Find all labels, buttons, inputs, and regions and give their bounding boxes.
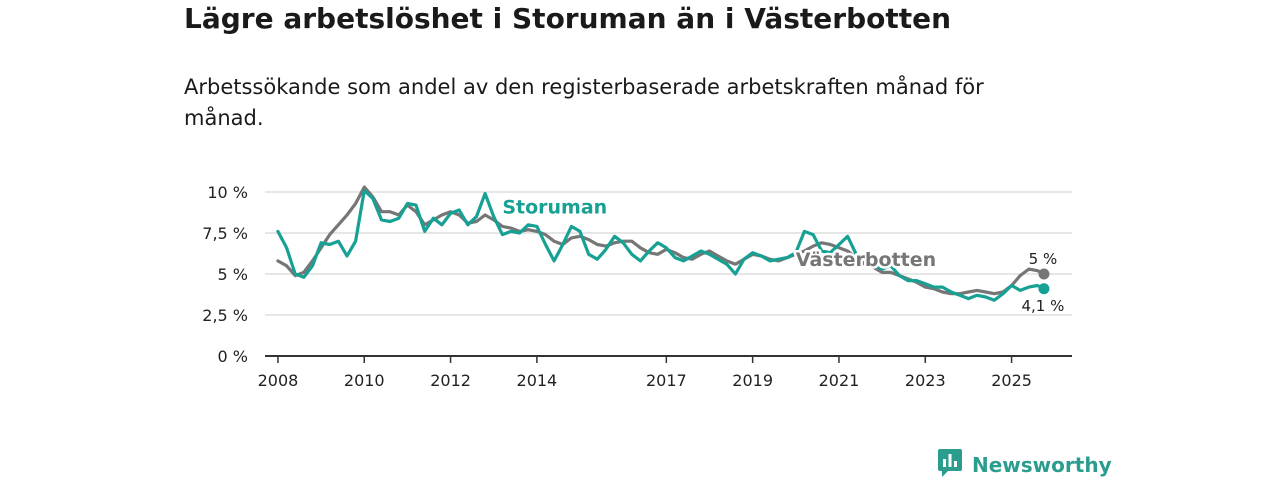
x-tick-label: 2012 [430, 371, 471, 390]
series-labels: 5 % 4,1 % Storuman Västerbotten [500, 194, 1065, 315]
x-tick-label: 2019 [732, 371, 773, 390]
gridlines [265, 191, 1072, 316]
newsworthy-brand-text: Newsworthy [972, 453, 1112, 477]
y-tick-label: 2,5 % [202, 306, 248, 325]
series-label-vasterbotten: Västerbotten [796, 249, 936, 271]
chart-subtitle: Arbetssökande som andel av den registerb… [184, 75, 984, 130]
x-tick-label: 2017 [646, 371, 687, 390]
x-tick-label: 2014 [517, 371, 558, 390]
series-line-storuman [276, 188, 1046, 302]
x-tick-label: 2023 [905, 371, 946, 390]
chart-title: Lägre arbetslöshet i Storuman än i Väste… [184, 2, 952, 35]
x-axis-ticks: 2008 2010 2012 2014 2017 2019 2021 2023 2025 [258, 356, 1032, 390]
series-end-dot-storuman [1038, 283, 1050, 295]
y-tick-label: 7,5 % [202, 224, 248, 243]
end-label-vasterbotten: 5 % [1029, 250, 1058, 268]
y-tick-label: 10 % [207, 183, 248, 202]
x-tick-label: 2025 [991, 371, 1032, 390]
y-tick-label: 5 % [218, 265, 248, 284]
newsworthy-brand[interactable]: Newsworthy [937, 448, 1112, 482]
x-tick-label: 2010 [344, 371, 385, 390]
x-tick-label: 2008 [258, 371, 299, 390]
series-end-dot-vasterbotten [1038, 268, 1050, 280]
series-label-storuman: Storuman [502, 196, 607, 218]
y-tick-label: 0 % [218, 347, 248, 366]
end-label-storuman: 4,1 % [1022, 297, 1065, 315]
newsworthy-logo-icon [937, 448, 963, 482]
series-line-vasterbotten [276, 185, 1046, 296]
y-axis-ticks: 0 % 2,5 % 5 % 7,5 % 10 % [202, 183, 248, 366]
x-tick-label: 2021 [819, 371, 860, 390]
series-lines [276, 185, 1050, 302]
